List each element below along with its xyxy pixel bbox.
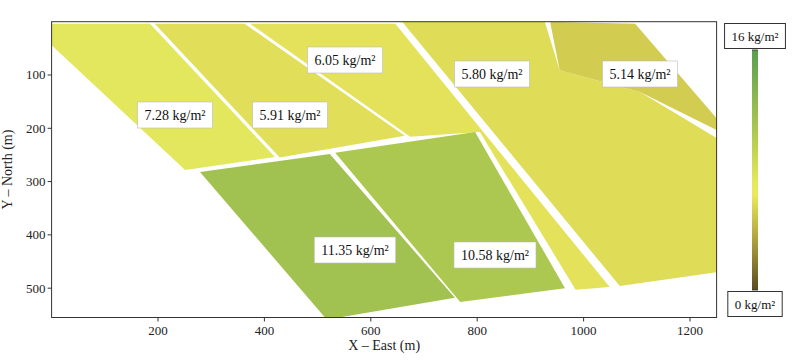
plot-frame [52, 22, 717, 318]
y-tick [48, 128, 52, 129]
field-label-box [138, 102, 213, 128]
y-tick-label: 300 [26, 174, 46, 189]
y-tick-label: 400 [26, 227, 46, 242]
field-label: 10.58 kg/m² [461, 248, 529, 263]
field-label-box [603, 61, 678, 87]
field-label: 5.91 kg/m² [260, 108, 321, 123]
colorbar-label-box [728, 292, 782, 317]
chart: 200 400 600 800 1000 1200 100 200 300 400 500 X – E… [0, 0, 800, 360]
y-tick [48, 74, 52, 75]
field-label-box [314, 237, 395, 263]
colorbar [752, 50, 758, 290]
x-axis-label: X – East (m) [348, 338, 420, 354]
x-tick [158, 318, 159, 322]
x-tick [264, 318, 265, 322]
colorbar-tick [752, 50, 758, 51]
field-label-box [455, 61, 530, 87]
y-tick-label: 100 [26, 67, 46, 82]
x-tick-label: 200 [148, 323, 168, 338]
colorbar-label-box [725, 24, 786, 49]
colorbar-label: 16 kg/m² [732, 29, 779, 44]
colorbar-label-group: 0 kg/m² [728, 292, 782, 317]
field-label-box [308, 47, 383, 73]
x-tick [477, 318, 478, 322]
y-tick-label: 500 [26, 281, 46, 296]
field-label-box [454, 242, 536, 268]
y-tick [48, 234, 52, 235]
field-label: 5.80 kg/m² [462, 67, 523, 82]
field-label: 6.05 kg/m² [315, 53, 376, 68]
colorbar-label: 0 kg/m² [735, 297, 775, 312]
field-label-group: 6.05 kg/m² [308, 47, 383, 73]
x-tick-label: 800 [467, 323, 487, 338]
field-label-group: 11.35 kg/m² [314, 237, 395, 263]
y-tick-label: 200 [26, 121, 46, 136]
x-tick-label: 600 [361, 323, 381, 338]
field [550, 22, 717, 130]
field [335, 132, 565, 302]
x-tick [690, 318, 691, 322]
field-label-group: 7.28 kg/m² [138, 102, 213, 128]
field-label: 11.35 kg/m² [321, 243, 388, 258]
field-label: 7.28 kg/m² [145, 108, 206, 123]
field-label-group: 5.91 kg/m² [253, 102, 328, 128]
colorbar-label-group: 16 kg/m² [725, 24, 786, 49]
field-label-box [253, 102, 328, 128]
colorbar-tick [752, 290, 758, 291]
y-axis-label: Y – North (m) [0, 129, 16, 209]
x-tick [370, 318, 371, 322]
field-label-group: 10.58 kg/m² [454, 242, 536, 268]
x-tick-label: 1200 [677, 323, 703, 338]
x-tick-label: 400 [255, 323, 275, 338]
field-label-group: 5.80 kg/m² [455, 61, 530, 87]
field-label: 5.14 kg/m² [610, 67, 671, 82]
x-tick-label: 1000 [571, 323, 597, 338]
x-tick [583, 318, 584, 322]
y-tick [48, 288, 52, 289]
fields [52, 22, 717, 318]
field-label-group: 5.14 kg/m² [603, 61, 678, 87]
y-tick [48, 181, 52, 182]
